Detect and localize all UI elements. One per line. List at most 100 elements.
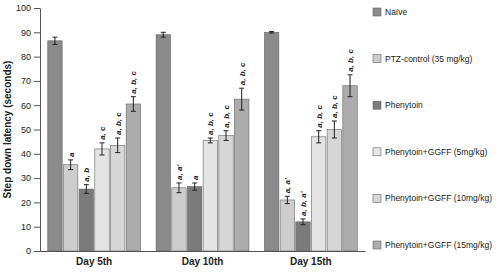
y-tick: 0: [26, 246, 40, 256]
legend-swatch: [373, 241, 381, 249]
legend-swatch: [373, 148, 381, 156]
y-tick-label: 50: [21, 125, 31, 135]
y-tick-mark: [34, 57, 40, 58]
error-bar: [300, 219, 305, 225]
y-tick-label: 10: [21, 222, 31, 232]
y-tick-label: 30: [21, 173, 31, 183]
bar: [343, 86, 357, 251]
error-cap: [115, 138, 120, 139]
error-stem: [334, 121, 335, 138]
error-cap: [348, 74, 353, 75]
significance-label: a, b, c: [238, 62, 247, 85]
error-cap: [161, 37, 166, 38]
bar: [327, 130, 341, 252]
legend-swatch: [373, 8, 381, 16]
x-tick: Day 15th: [290, 256, 332, 267]
legend-label: Phenytoin: [385, 100, 423, 110]
error-cap: [269, 31, 274, 32]
error-cap: [224, 130, 229, 131]
bar: [234, 99, 248, 251]
legend-swatch: [373, 101, 381, 109]
y-tick-mark: [34, 227, 40, 228]
error-bar: [332, 121, 337, 138]
error-bar: [208, 138, 213, 143]
bar: [48, 41, 62, 251]
y-tick-label: 90: [21, 28, 31, 38]
y-tick-mark: [34, 130, 40, 131]
error-stem: [302, 219, 303, 225]
error-cap: [176, 192, 181, 193]
legend-item: Naïve: [373, 7, 407, 17]
error-stem: [133, 97, 134, 112]
error-cap: [161, 32, 166, 33]
error-bar: [316, 131, 321, 143]
y-tick-label: 20: [21, 198, 31, 208]
error-cap: [269, 33, 274, 34]
error-cap: [208, 142, 213, 143]
bar: [203, 140, 217, 251]
error-bar: [52, 37, 57, 44]
error-stem: [350, 75, 351, 97]
y-tick: 80: [21, 52, 40, 62]
error-bar: [224, 131, 229, 141]
bar: [110, 145, 124, 251]
error-stem: [102, 143, 103, 155]
y-tick: 100: [16, 3, 40, 13]
error-cap: [100, 142, 105, 143]
error-stem: [70, 160, 71, 170]
bar: [63, 165, 77, 251]
error-cap: [285, 196, 290, 197]
error-stem: [287, 196, 288, 203]
legend-label: Phenytoin+GGFF (5mg/kg): [385, 147, 487, 157]
error-bar: [348, 75, 353, 97]
y-tick: 50: [21, 125, 40, 135]
y-tick: 20: [21, 198, 40, 208]
error-cap: [316, 130, 321, 131]
legend-swatch: [373, 194, 381, 202]
error-stem: [54, 37, 55, 44]
bar: [187, 187, 201, 251]
error-cap: [131, 111, 136, 112]
error-cap: [208, 138, 213, 139]
significance-label: a, a': [283, 177, 292, 193]
y-tick-mark: [34, 105, 40, 106]
error-bar: [285, 196, 290, 203]
chart: 0102030405060708090100Day 5thDay 10thDay…: [0, 0, 500, 277]
error-bar: [192, 183, 197, 190]
significance-label: a, b, c: [346, 49, 355, 72]
bars: [48, 32, 357, 251]
legend-label: Naïve: [385, 7, 407, 17]
legend-item: Phenytoin+GGFF (5mg/kg): [373, 147, 487, 157]
significance-label: a, b, c: [222, 104, 231, 127]
significance-label: a, a': [175, 164, 184, 180]
significance-label: a, b, c: [330, 95, 339, 118]
bar: [311, 137, 325, 251]
y-tick-mark: [34, 81, 40, 82]
y-tick-mark: [34, 251, 40, 252]
error-stem: [178, 183, 179, 193]
legend-label: PTZ-control (35 mg/kg): [385, 54, 473, 64]
error-stem: [117, 138, 118, 153]
y-tick-label: 0: [26, 246, 31, 256]
bar: [280, 200, 294, 251]
error-cap: [52, 44, 57, 45]
x-axis-line: [41, 251, 366, 252]
annotations: aa, a'a, a'a, baa, b, a'a, ca, b, ca, b,…: [67, 49, 355, 216]
error-cap: [84, 193, 89, 194]
bar: [156, 35, 170, 251]
error-bar: [239, 88, 244, 110]
y-tick-mark: [34, 8, 40, 9]
error-stem: [194, 183, 195, 190]
y-tick: 70: [21, 76, 40, 86]
bar: [126, 104, 140, 251]
plot: 0102030405060708090100Day 5thDay 10thDay…: [16, 3, 366, 267]
x-axis: Day 5thDay 10thDay 15th: [41, 252, 366, 268]
error-cap: [332, 120, 337, 121]
y-tick: 90: [21, 28, 40, 38]
bar: [95, 149, 109, 251]
error-cap: [224, 140, 229, 141]
x-tick-label: Day 5th: [76, 256, 112, 267]
y-tick: 60: [21, 101, 40, 111]
error-bar: [100, 143, 105, 155]
legend-label: Phenytoin+GGFF (10mg/kg): [385, 193, 492, 203]
